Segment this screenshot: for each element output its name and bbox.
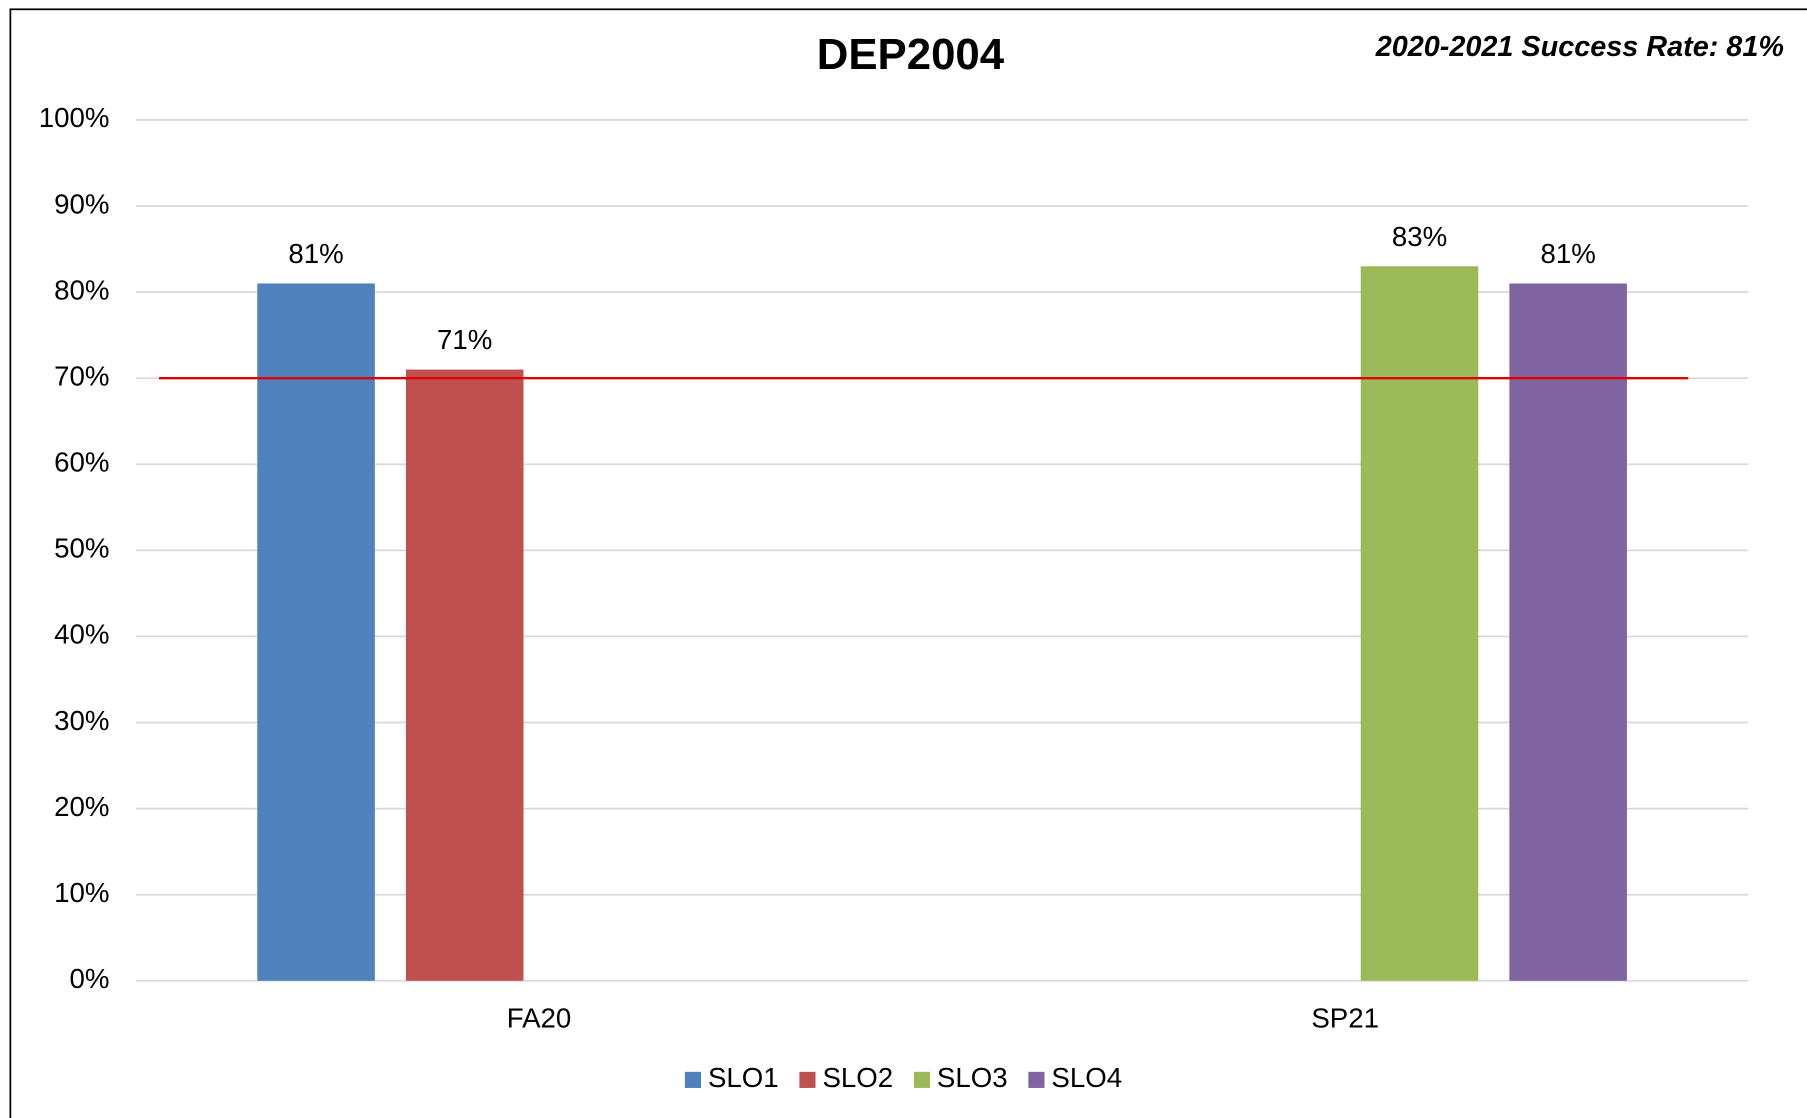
legend-swatch	[799, 1071, 816, 1088]
value-label: 81%	[1540, 238, 1595, 269]
legend-label: SLO2	[822, 1062, 893, 1093]
legend-label: SLO4	[1051, 1062, 1122, 1093]
value-label: 71%	[437, 324, 492, 355]
value-label: 83%	[1392, 221, 1447, 252]
y-tick-label: 90%	[54, 188, 109, 219]
y-tick-label: 80%	[54, 274, 109, 305]
bar	[405, 369, 524, 981]
legend-swatch	[1028, 1071, 1045, 1088]
legend-swatch	[913, 1071, 931, 1088]
value-label: 81%	[288, 238, 343, 269]
y-tick-label: 50%	[54, 533, 109, 564]
y-tick-label: 60%	[54, 447, 109, 478]
y-tick-label: 0%	[70, 963, 110, 994]
legend-label: SLO3	[937, 1062, 1008, 1093]
y-tick-label: 70%	[54, 360, 109, 391]
x-tick-label: FA20	[507, 1002, 572, 1033]
x-tick-label: SP21	[1311, 1002, 1379, 1033]
y-tick-label: 30%	[54, 705, 109, 736]
bar	[1360, 266, 1479, 981]
legend-label: SLO1	[708, 1062, 779, 1093]
legend-swatch	[684, 1071, 702, 1088]
y-tick-label: 20%	[54, 791, 109, 822]
annotation: 2020-2021 Success Rate: 81%	[1375, 31, 1784, 63]
bar	[257, 283, 375, 981]
y-tick-label: 100%	[39, 102, 110, 133]
y-tick-label: 40%	[54, 619, 109, 650]
bar	[1509, 283, 1627, 981]
y-tick-label: 10%	[54, 877, 109, 908]
chart-title: DEP2004	[817, 30, 1005, 79]
